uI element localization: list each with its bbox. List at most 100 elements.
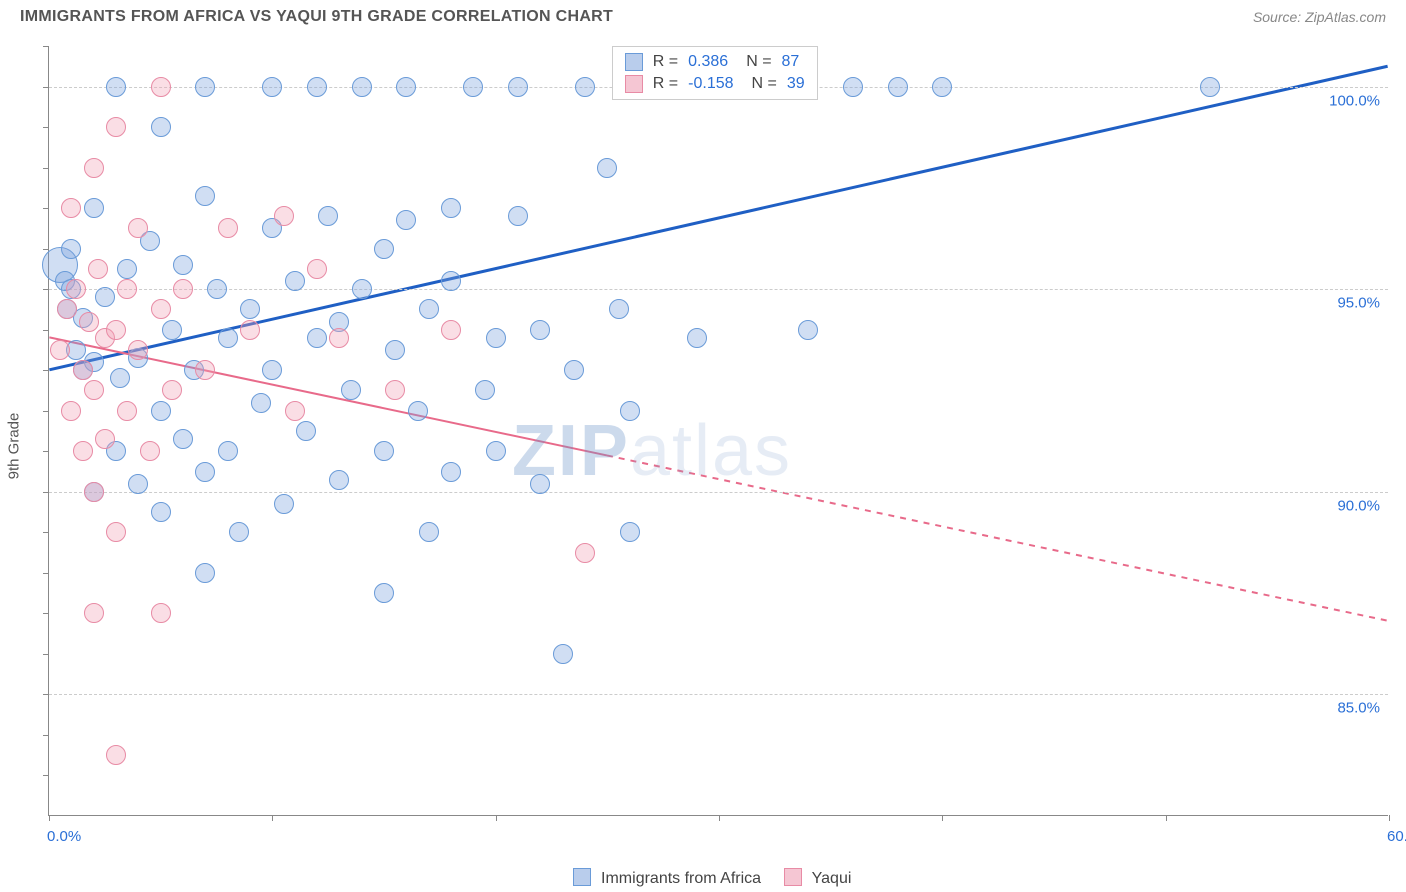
point-africa bbox=[117, 259, 137, 279]
point-africa bbox=[441, 462, 461, 482]
gridline-h bbox=[49, 289, 1388, 290]
point-africa bbox=[1200, 77, 1220, 97]
point-africa bbox=[888, 77, 908, 97]
point-africa bbox=[151, 502, 171, 522]
point-yaqui bbox=[285, 401, 305, 421]
y-tick-mark bbox=[43, 492, 49, 493]
point-africa bbox=[396, 77, 416, 97]
point-yaqui bbox=[66, 279, 86, 299]
point-africa bbox=[486, 328, 506, 348]
x-tick-mark bbox=[49, 815, 50, 821]
point-africa bbox=[463, 77, 483, 97]
point-yaqui bbox=[106, 745, 126, 765]
point-africa bbox=[84, 198, 104, 218]
point-yaqui bbox=[575, 543, 595, 563]
x-tick-label: 60.0% bbox=[1387, 828, 1406, 845]
point-africa bbox=[553, 644, 573, 664]
y-tick-mark bbox=[43, 289, 49, 290]
y-tick-label: 100.0% bbox=[1329, 92, 1380, 109]
point-africa bbox=[530, 320, 550, 340]
point-africa bbox=[352, 77, 372, 97]
y-tick-mark bbox=[43, 735, 49, 736]
point-yaqui bbox=[106, 320, 126, 340]
point-africa bbox=[508, 77, 528, 97]
point-africa bbox=[207, 279, 227, 299]
point-africa bbox=[95, 287, 115, 307]
point-africa bbox=[329, 470, 349, 490]
point-africa bbox=[396, 210, 416, 230]
point-africa bbox=[352, 279, 372, 299]
title-bar: IMMIGRANTS FROM AFRICA VS YAQUI 9TH GRAD… bbox=[0, 0, 1406, 30]
point-africa bbox=[564, 360, 584, 380]
point-africa bbox=[151, 117, 171, 137]
point-yaqui bbox=[84, 380, 104, 400]
point-yaqui bbox=[140, 441, 160, 461]
point-yaqui bbox=[151, 299, 171, 319]
x-tick-mark bbox=[719, 815, 720, 821]
point-yaqui bbox=[195, 360, 215, 380]
point-africa bbox=[195, 186, 215, 206]
point-yaqui bbox=[218, 218, 238, 238]
point-africa bbox=[530, 474, 550, 494]
point-africa bbox=[508, 206, 528, 226]
point-africa bbox=[374, 239, 394, 259]
legend-swatch-blue bbox=[573, 868, 591, 886]
stat-r-value: -0.158 bbox=[688, 75, 733, 93]
point-africa bbox=[162, 320, 182, 340]
chart-title: IMMIGRANTS FROM AFRICA VS YAQUI 9TH GRAD… bbox=[20, 8, 613, 26]
y-tick-mark bbox=[43, 330, 49, 331]
point-yaqui bbox=[84, 603, 104, 623]
y-tick-mark bbox=[43, 87, 49, 88]
point-yaqui bbox=[57, 299, 77, 319]
y-axis-title: 9th Grade bbox=[6, 413, 23, 480]
y-tick-mark bbox=[43, 249, 49, 250]
point-yaqui bbox=[73, 360, 93, 380]
regression-lines-layer bbox=[49, 46, 1388, 815]
point-africa bbox=[106, 77, 126, 97]
x-tick-mark bbox=[1389, 815, 1390, 821]
y-tick-mark bbox=[43, 370, 49, 371]
point-africa bbox=[575, 77, 595, 97]
point-africa bbox=[195, 77, 215, 97]
gridline-h bbox=[49, 492, 1388, 493]
point-yaqui bbox=[95, 429, 115, 449]
point-africa bbox=[620, 401, 640, 421]
point-yaqui bbox=[106, 117, 126, 137]
watermark: ZIPatlas bbox=[512, 410, 792, 492]
point-africa bbox=[128, 474, 148, 494]
stats-row-1: R =-0.158N =39 bbox=[621, 73, 809, 95]
point-africa bbox=[251, 393, 271, 413]
point-africa bbox=[609, 299, 629, 319]
point-africa bbox=[274, 494, 294, 514]
point-africa bbox=[385, 340, 405, 360]
point-africa bbox=[597, 158, 617, 178]
point-africa bbox=[843, 77, 863, 97]
point-africa bbox=[229, 522, 249, 542]
point-africa bbox=[798, 320, 818, 340]
y-tick-label: 90.0% bbox=[1337, 497, 1380, 514]
stats-swatch bbox=[625, 75, 643, 93]
x-tick-mark bbox=[496, 815, 497, 821]
point-yaqui bbox=[61, 198, 81, 218]
stats-legend-box: R =0.386N =87R =-0.158N =39 bbox=[612, 46, 818, 100]
stat-n-label: N = bbox=[746, 53, 771, 71]
x-tick-label: 0.0% bbox=[47, 828, 81, 845]
source-label: Source: ZipAtlas.com bbox=[1253, 9, 1386, 25]
legend-label-2: Yaqui bbox=[812, 870, 852, 887]
stat-r-label: R = bbox=[653, 53, 678, 71]
point-africa bbox=[285, 271, 305, 291]
y-tick-mark bbox=[43, 127, 49, 128]
point-yaqui bbox=[117, 401, 137, 421]
point-yaqui bbox=[50, 340, 70, 360]
point-africa bbox=[419, 299, 439, 319]
point-yaqui bbox=[329, 328, 349, 348]
point-yaqui bbox=[61, 401, 81, 421]
y-tick-mark bbox=[43, 694, 49, 695]
point-africa bbox=[151, 401, 171, 421]
point-yaqui bbox=[173, 279, 193, 299]
point-yaqui bbox=[151, 603, 171, 623]
legend-label-1: Immigrants from Africa bbox=[601, 870, 761, 887]
y-tick-mark bbox=[43, 573, 49, 574]
point-africa bbox=[173, 429, 193, 449]
point-yaqui bbox=[307, 259, 327, 279]
